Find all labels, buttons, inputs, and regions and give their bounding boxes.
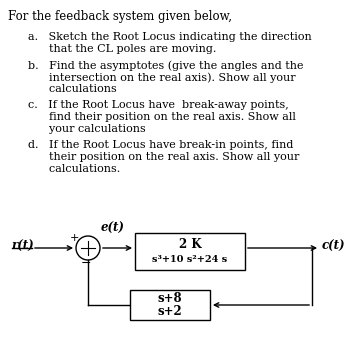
Text: calculations.: calculations.: [28, 164, 120, 174]
Text: e(t): e(t): [101, 222, 125, 235]
Text: intersection on the real axis). Show all your: intersection on the real axis). Show all…: [28, 72, 296, 83]
Text: d.   If the Root Locus have break-in points, find: d. If the Root Locus have break-in point…: [28, 140, 293, 150]
Text: find their position on the real axis. Show all: find their position on the real axis. Sh…: [28, 112, 296, 122]
Text: calculations: calculations: [28, 84, 117, 94]
Bar: [135, 233, 245, 270]
Bar: [130, 290, 210, 320]
Text: c(t): c(t): [322, 239, 345, 252]
Text: s+2: s+2: [158, 305, 182, 318]
Text: −: −: [81, 257, 91, 269]
Text: that the CL poles are moving.: that the CL poles are moving.: [28, 44, 216, 54]
Text: s+8: s+8: [158, 292, 182, 305]
Text: +: +: [69, 233, 79, 243]
Text: b.   Find the asymptotes (give the angles and the: b. Find the asymptotes (give the angles …: [28, 60, 303, 71]
Text: a.   Sketch the Root Locus indicating the direction: a. Sketch the Root Locus indicating the …: [28, 32, 312, 42]
Text: For the feedback system given below,: For the feedback system given below,: [8, 10, 232, 23]
Text: r(t): r(t): [11, 239, 34, 252]
Text: c.   If the Root Locus have  break-away points,: c. If the Root Locus have break-away poi…: [28, 100, 289, 110]
Text: their position on the real axis. Show all your: their position on the real axis. Show al…: [28, 152, 299, 162]
Text: s³+10 s²+24 s: s³+10 s²+24 s: [152, 255, 228, 264]
Text: 2 K: 2 K: [179, 238, 201, 250]
Text: your calculations: your calculations: [28, 124, 146, 134]
